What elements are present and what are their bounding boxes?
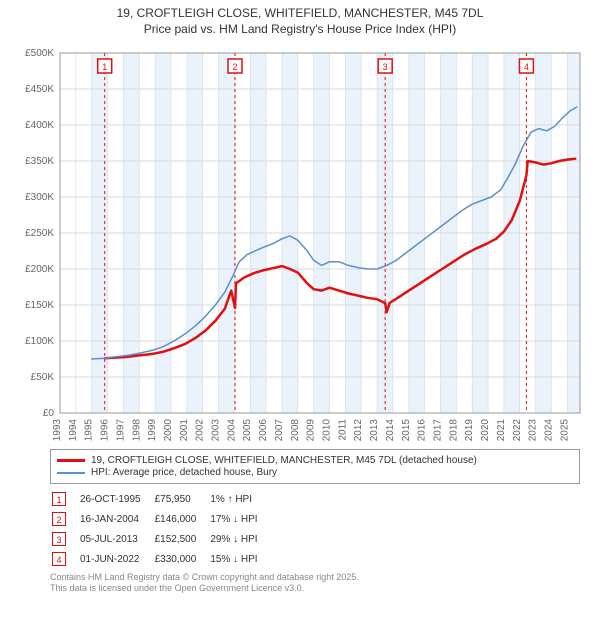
svg-text:2009: 2009 (306, 419, 317, 442)
svg-text:2013: 2013 (369, 419, 380, 442)
svg-text:2014: 2014 (385, 419, 396, 442)
svg-text:2001: 2001 (179, 419, 190, 442)
svg-text:2000: 2000 (163, 419, 174, 442)
svg-text:2010: 2010 (322, 419, 333, 442)
legend: 19, CROFTLEIGH CLOSE, WHITEFIELD, MANCHE… (50, 449, 580, 484)
svg-text:2011: 2011 (337, 419, 348, 441)
legend-swatch (57, 472, 85, 474)
svg-text:2012: 2012 (353, 419, 364, 442)
footer-line-1: Contains HM Land Registry data © Crown c… (50, 572, 580, 583)
svg-text:1999: 1999 (147, 419, 158, 442)
svg-text:4: 4 (524, 62, 529, 72)
svg-text:2021: 2021 (496, 419, 507, 442)
svg-text:1996: 1996 (100, 419, 111, 442)
svg-text:2016: 2016 (417, 419, 428, 442)
event-row: 2 16-JAN-2004£146,00017% ↓ HPI (52, 510, 270, 528)
attribution-footer: Contains HM Land Registry data © Crown c… (50, 572, 580, 594)
event-row: 1 26-OCT-1995£75,9501% ↑ HPI (52, 490, 270, 508)
event-row: 4 01-JUN-2022£330,00015% ↓ HPI (52, 550, 270, 568)
svg-text:£300K: £300K (25, 192, 54, 203)
footer-line-2: This data is licensed under the Open Gov… (50, 583, 580, 594)
legend-label: 19, CROFTLEIGH CLOSE, WHITEFIELD, MANCHE… (91, 455, 477, 466)
svg-text:£100K: £100K (25, 336, 54, 347)
svg-text:2024: 2024 (543, 419, 554, 442)
legend-swatch (57, 459, 85, 462)
svg-text:1: 1 (102, 62, 107, 72)
svg-text:2006: 2006 (258, 419, 269, 442)
event-marker: 4 (52, 552, 66, 566)
svg-text:2002: 2002 (195, 419, 206, 442)
svg-text:£350K: £350K (25, 156, 54, 167)
event-pct: 1% ↑ HPI (210, 490, 269, 508)
svg-text:£450K: £450K (25, 84, 54, 95)
direction-icon: ↓ (233, 534, 238, 545)
event-date: 01-JUN-2022 (80, 550, 153, 568)
events-table: 126-OCT-1995£75,9501% ↑ HPI216-JAN-2004£… (50, 488, 272, 570)
event-marker: 2 (52, 512, 66, 526)
svg-text:£400K: £400K (25, 120, 54, 131)
event-date: 05-JUL-2013 (80, 530, 153, 548)
event-marker: 3 (52, 532, 66, 546)
svg-text:2019: 2019 (464, 419, 475, 442)
svg-text:2023: 2023 (528, 419, 539, 442)
svg-text:1994: 1994 (68, 419, 79, 442)
svg-text:2007: 2007 (274, 419, 285, 442)
event-price: £75,950 (155, 490, 209, 508)
svg-text:1998: 1998 (131, 419, 142, 442)
event-pct: 29% ↓ HPI (210, 530, 269, 548)
direction-icon: ↑ (228, 494, 233, 505)
svg-text:£0: £0 (43, 408, 55, 419)
svg-text:2018: 2018 (448, 419, 459, 442)
title-line-2: Price paid vs. HM Land Registry's House … (10, 22, 590, 38)
svg-text:2005: 2005 (242, 419, 253, 442)
direction-icon: ↓ (233, 554, 238, 565)
event-price: £146,000 (155, 510, 209, 528)
legend-label: HPI: Average price, detached house, Bury (91, 467, 277, 478)
title-line-1: 19, CROFTLEIGH CLOSE, WHITEFIELD, MANCHE… (10, 6, 590, 22)
svg-text:2: 2 (233, 62, 238, 72)
svg-text:1997: 1997 (115, 419, 126, 442)
legend-item: HPI: Average price, detached house, Bury (57, 467, 573, 478)
event-marker: 1 (52, 492, 66, 506)
svg-text:2022: 2022 (512, 419, 523, 442)
chart-title: 19, CROFTLEIGH CLOSE, WHITEFIELD, MANCHE… (0, 0, 600, 39)
event-pct: 17% ↓ HPI (210, 510, 269, 528)
svg-text:3: 3 (383, 62, 388, 72)
chart-svg: £0 £50K £100K £150K £200K £250K £300K £350K £400… (10, 43, 590, 443)
event-price: £152,500 (155, 530, 209, 548)
svg-text:£500K: £500K (25, 48, 54, 59)
svg-text:£50K: £50K (31, 372, 55, 383)
event-row: 3 05-JUL-2013£152,50029% ↓ HPI (52, 530, 270, 548)
svg-text:2017: 2017 (432, 419, 443, 442)
svg-text:2008: 2008 (290, 419, 301, 442)
event-date: 16-JAN-2004 (80, 510, 153, 528)
svg-text:£200K: £200K (25, 264, 54, 275)
svg-text:2020: 2020 (480, 419, 491, 442)
event-price: £330,000 (155, 550, 209, 568)
svg-text:1995: 1995 (84, 419, 95, 442)
svg-text:£250K: £250K (25, 228, 54, 239)
direction-icon: ↓ (233, 514, 238, 525)
svg-text:1993: 1993 (52, 419, 63, 442)
svg-text:2004: 2004 (226, 419, 237, 442)
svg-text:2003: 2003 (211, 419, 222, 442)
legend-item: 19, CROFTLEIGH CLOSE, WHITEFIELD, MANCHE… (57, 455, 573, 466)
chart-area: £0 £50K £100K £150K £200K £250K £300K £350K £400… (10, 43, 590, 443)
svg-text:2015: 2015 (401, 419, 412, 442)
event-pct: 15% ↓ HPI (210, 550, 269, 568)
event-date: 26-OCT-1995 (80, 490, 153, 508)
svg-text:£150K: £150K (25, 300, 54, 311)
svg-text:2025: 2025 (559, 419, 570, 442)
